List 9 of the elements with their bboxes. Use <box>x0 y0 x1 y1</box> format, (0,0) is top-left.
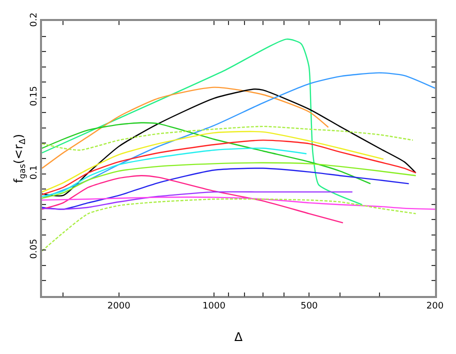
x-tick-label: 500 <box>300 302 318 312</box>
x-tick-label: 2000 <box>107 302 131 312</box>
y-tick-label: 0.1 <box>30 165 40 180</box>
y-tick-label: 0.05 <box>30 238 40 259</box>
x-tick-label: 200 <box>426 302 444 312</box>
x-axis-title: Δ <box>234 330 244 344</box>
y-tick-label: 0.2 <box>30 12 40 27</box>
y-tick-label: 0.15 <box>30 86 40 106</box>
x-tick-label: 1000 <box>202 302 226 312</box>
